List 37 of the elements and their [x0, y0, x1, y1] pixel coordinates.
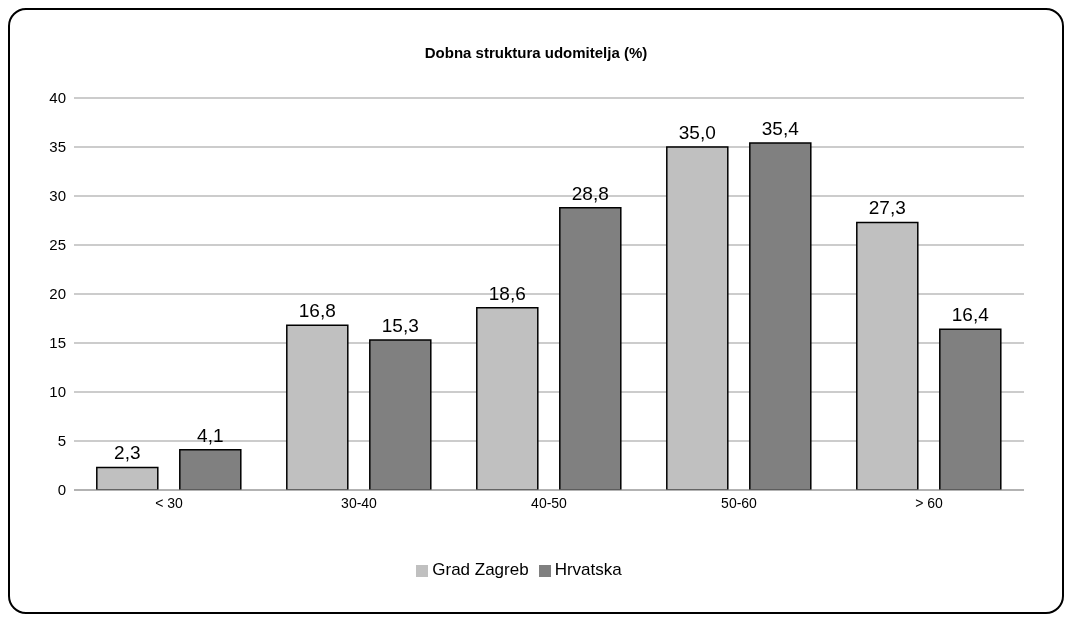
data-label: 4,1	[197, 424, 224, 446]
x-tick-label: < 30	[155, 494, 184, 511]
bar	[96, 466, 159, 490]
bar	[476, 306, 539, 490]
data-label: 2,3	[114, 442, 141, 464]
y-tick-label: 40	[49, 89, 66, 107]
bar	[939, 328, 1002, 490]
x-tick-label: 30-40	[341, 494, 378, 511]
data-label: 15,3	[381, 315, 419, 337]
data-label: 35,4	[761, 118, 800, 140]
y-tick-label: 10	[49, 383, 66, 401]
y-tick-label: 5	[57, 432, 66, 450]
bar	[559, 207, 622, 490]
data-label: 27,3	[868, 197, 906, 219]
bar	[369, 339, 432, 490]
legend-label: Hrvatska	[554, 560, 622, 579]
y-tick-label: 0	[57, 481, 66, 499]
bar	[749, 142, 812, 490]
data-label: 16,4	[951, 304, 990, 326]
x-tick-label: 40-50	[531, 494, 568, 511]
bar	[286, 324, 349, 490]
x-tick-label: > 60	[915, 494, 944, 511]
y-tick-label: 20	[49, 285, 66, 303]
data-label: 28,8	[571, 182, 609, 204]
legend-label: Grad Zagreb	[432, 560, 529, 579]
data-label: 18,6	[488, 282, 526, 304]
x-tick-label: 50-60	[721, 494, 758, 511]
y-tick-label: 25	[49, 236, 66, 254]
bar	[856, 221, 919, 490]
data-label: 35,0	[678, 122, 716, 143]
y-tick-label: 30	[49, 187, 66, 205]
y-tick-label: 35	[49, 138, 66, 156]
chart-title: Dobna struktura udomitelja (%)	[423, 44, 649, 61]
data-label: 16,8	[298, 300, 336, 322]
bar	[666, 146, 729, 490]
y-tick-label: 15	[49, 334, 66, 352]
bar	[179, 449, 242, 490]
